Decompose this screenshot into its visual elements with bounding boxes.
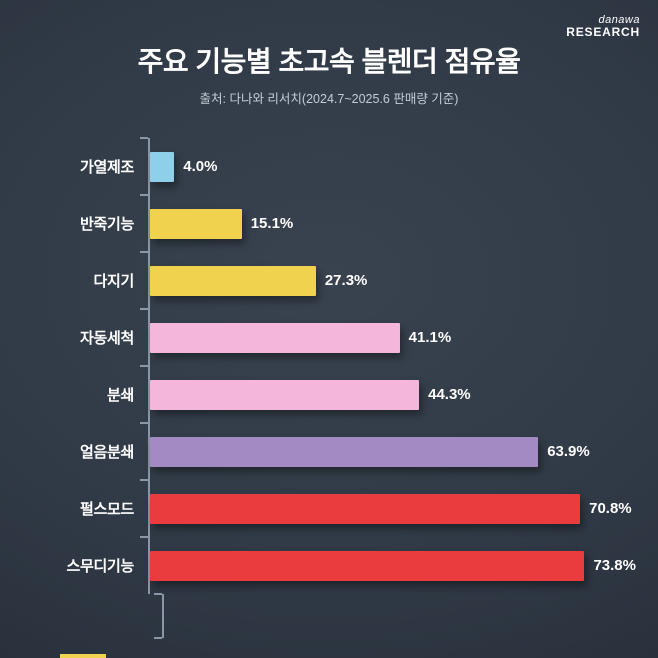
chart-row: 펄스모드 70.8% <box>36 479 636 537</box>
axis-tick <box>154 637 162 639</box>
category-label: 가열제조 <box>79 159 134 176</box>
axis-tick <box>154 593 162 595</box>
value-label: 15.1% <box>250 215 294 232</box>
row-plot: 63.9% <box>140 422 636 480</box>
chart-row: 다지기 27.3% <box>36 251 636 309</box>
row-plot: 4.0% <box>140 137 636 195</box>
chart-row: 분쇄 44.3% <box>36 365 636 423</box>
chart-row: 가열제조 4.0% <box>36 137 636 195</box>
value-label: 27.3% <box>324 272 368 289</box>
axis-tick <box>140 137 148 139</box>
bottom-accent-bar <box>60 654 106 658</box>
danawa-research-logo: danawa RESEARCH <box>566 14 640 39</box>
axis-extension <box>154 593 636 639</box>
bar-스무디기능 <box>150 550 585 581</box>
row-plot: 70.8% <box>140 479 636 537</box>
category-label: 다지기 <box>93 273 134 290</box>
row-plot: 27.3% <box>140 251 636 309</box>
value-label: 4.0% <box>183 158 218 175</box>
axis-tick <box>140 365 148 367</box>
row-plot: 15.1% <box>140 194 636 252</box>
axis-tick <box>140 422 148 424</box>
page-title: 주요 기능별 초고속 블렌더 점유율 <box>137 46 521 77</box>
chart-row: 반죽기능 15.1% <box>36 194 636 252</box>
bar-chart: 가열제조 4.0% 반죽기능 15.1% 다지기 27.3% 자동세척 41.1% 분쇄 44.3… <box>36 137 636 639</box>
axis-tick <box>140 479 148 481</box>
row-plot: 44.3% <box>140 365 636 423</box>
chart-rows: 가열제조 4.0% 반죽기능 15.1% 다지기 27.3% 자동세척 41.1% 분쇄 44.3… <box>36 137 636 594</box>
chart-row: 스무디기능 73.8% <box>36 536 636 594</box>
value-label: 44.3% <box>428 386 471 403</box>
category-label: 펄스모드 <box>79 501 134 518</box>
category-label: 자동세척 <box>79 330 134 347</box>
value-label: 73.8% <box>593 557 636 574</box>
value-label: 41.1% <box>408 329 452 346</box>
axis-tick <box>140 194 148 196</box>
category-label: 반죽기능 <box>79 216 134 233</box>
bar-다지기 <box>150 265 316 296</box>
value-label: 70.8% <box>589 500 632 517</box>
category-label: 얼음분쇄 <box>79 444 134 461</box>
bar-분쇄 <box>150 379 420 410</box>
category-label: 스무디기능 <box>66 558 134 575</box>
row-plot: 73.8% <box>140 536 636 594</box>
row-plot: 41.1% <box>140 308 636 366</box>
bar-얼음분쇄 <box>150 436 539 467</box>
bar-자동세척 <box>150 322 400 353</box>
logo-text-research: RESEARCH <box>566 25 640 40</box>
bar-반죽기능 <box>150 208 242 239</box>
axis-tick <box>140 308 148 310</box>
chart-row: 얼음분쇄 63.9% <box>36 422 636 480</box>
bar-펄스모드 <box>150 493 581 524</box>
category-label: 분쇄 <box>106 387 134 404</box>
page-subtitle: 출처: 다나와 리서치(2024.7~2025.6 판매량 기준) <box>199 92 459 106</box>
value-label: 63.9% <box>547 443 590 460</box>
axis-tick <box>140 536 148 538</box>
chart-row: 자동세척 41.1% <box>36 308 636 366</box>
logo-text-danawa: danawa <box>598 14 640 26</box>
axis-tick <box>140 251 148 253</box>
bar-가열제조 <box>150 151 175 182</box>
